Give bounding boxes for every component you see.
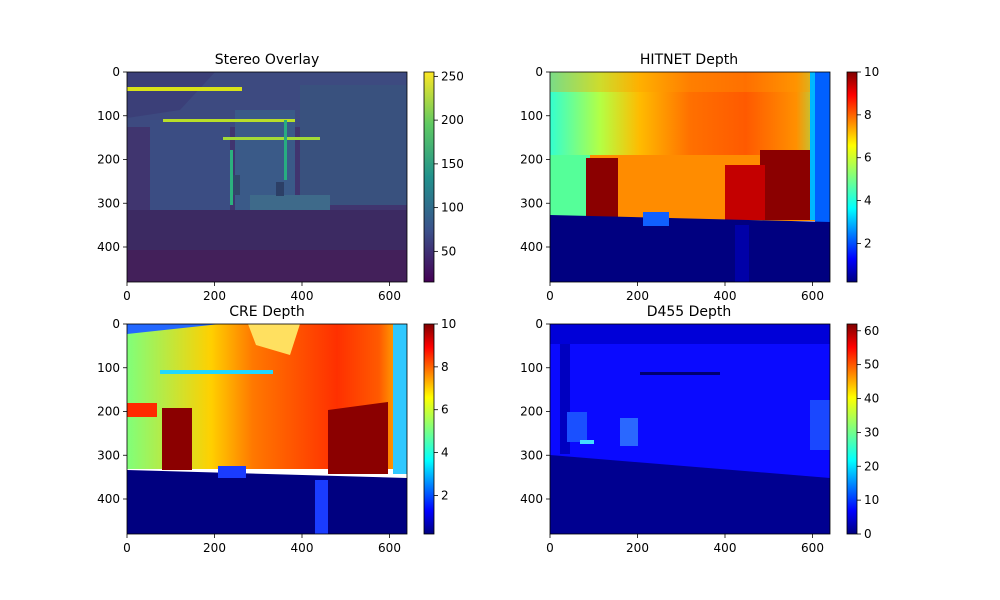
stereo-overlay-colorbar-ticks: 50 100 150 200 250 <box>434 69 464 258</box>
x-tick-label: 600 <box>378 289 401 303</box>
colorbar-tick-label: 2 <box>864 236 872 250</box>
hitnet-depth-panel: HITNET Depth 0 200 400 600 0 100 200 300 400 2 4… <box>520 52 879 303</box>
x-tick-label: 200 <box>203 541 226 555</box>
d455-depth-y-ticks: 0 100 200 300 400 <box>520 317 550 506</box>
y-tick-label: 300 <box>520 196 543 210</box>
y-tick-label: 300 <box>520 448 543 462</box>
stereo-overlay-y-ticks: 0 100 200 300 400 <box>97 65 127 254</box>
cre-depth-title: CRE Depth <box>229 304 304 320</box>
hitnet-depth-colorbar-ticks: 2 4 6 8 10 <box>857 65 879 250</box>
x-tick-label: 400 <box>291 541 314 555</box>
stereo-overlay-x-ticks: 0 200 400 600 <box>123 282 401 303</box>
colorbar-tick-label: 4 <box>441 446 449 460</box>
colorbar-tick-label: 50 <box>441 244 456 258</box>
x-tick-label: 200 <box>626 541 649 555</box>
cre-depth-colorbar-ticks: 2 4 6 8 10 <box>434 317 456 502</box>
y-tick-label: 200 <box>97 153 120 167</box>
colorbar-tick-label: 0 <box>864 527 872 541</box>
y-tick-label: 400 <box>520 240 543 254</box>
y-tick-label: 200 <box>520 153 543 167</box>
x-tick-label: 200 <box>203 289 226 303</box>
hitnet-depth-x-ticks: 0 200 400 600 <box>546 282 824 303</box>
d455-depth-colorbar: 0 10 20 30 40 50 60 <box>846 323 879 541</box>
cre-depth-panel: CRE Depth 0 200 400 600 0 100 200 300 400 2 4 6 8 1… <box>97 304 456 555</box>
y-tick-label: 400 <box>97 492 120 506</box>
y-tick-label: 100 <box>520 109 543 123</box>
hitnet-depth-colorbar: 2 4 6 8 10 <box>846 65 879 283</box>
x-tick-label: 0 <box>546 541 554 555</box>
x-tick-label: 600 <box>801 289 824 303</box>
colorbar-tick-label: 250 <box>441 69 464 83</box>
y-tick-label: 100 <box>97 361 120 375</box>
stereo-overlay-panel: Stereo Overlay 0 200 400 600 0100200300400 … <box>97 52 464 303</box>
y-tick-label: 200 <box>97 405 120 419</box>
colorbar-tick-label: 8 <box>864 108 872 122</box>
colorbar-tick-label: 10 <box>441 317 456 331</box>
x-tick-label: 600 <box>801 541 824 555</box>
colorbar-tick-label: 2 <box>441 488 449 502</box>
colorbar-tick-label: 60 <box>864 324 879 338</box>
y-tick-label: 0 <box>112 65 120 79</box>
colorbar-tick-label: 4 <box>864 194 872 208</box>
colorbar-tick-label: 10 <box>864 493 879 507</box>
stereo-overlay-title: Stereo Overlay <box>215 52 320 68</box>
x-tick-label: 0 <box>123 541 131 555</box>
colorbar-tick-label: 8 <box>441 360 449 374</box>
x-tick-label: 0 <box>123 289 131 303</box>
d455-depth-image <box>549 323 831 535</box>
colorbar-tick-label: 40 <box>864 392 879 406</box>
x-tick-label: 400 <box>291 289 314 303</box>
d455-depth-colorbar-ticks: 0 10 20 30 40 50 60 <box>857 324 879 541</box>
colorbar-tick-label: 10 <box>864 65 879 79</box>
y-tick-label: 300 <box>97 196 120 210</box>
cre-depth-x-ticks: 0 200 400 600 <box>123 534 401 555</box>
colorbar-tick-label: 50 <box>864 358 879 372</box>
cre-depth-colorbar: 2 4 6 8 10 <box>423 317 456 535</box>
colorbar-tick-label: 6 <box>441 403 449 417</box>
x-tick-label: 400 <box>714 541 737 555</box>
y-tick-label: 200 <box>520 405 543 419</box>
colorbar-tick-label: 200 <box>441 113 464 127</box>
d455-depth-title: D455 Depth <box>647 304 732 320</box>
colorbar-tick-label: 20 <box>864 459 879 473</box>
y-tick-label: 400 <box>520 492 543 506</box>
cre-depth-y-ticks: 0 100 200 300 400 <box>97 317 127 506</box>
x-tick-label: 600 <box>378 541 401 555</box>
colorbar-tick-label: 100 <box>441 201 464 215</box>
colorbar-tick-label: 150 <box>441 157 464 171</box>
y-tick-label: 0 <box>112 317 120 331</box>
colorbar-tick-label: 30 <box>864 425 879 439</box>
y-tick-label: 100 <box>97 109 120 123</box>
hitnet-depth-y-ticks: 0 100 200 300 400 <box>520 65 550 254</box>
x-tick-label: 0 <box>546 289 554 303</box>
hitnet-depth-image <box>549 71 831 283</box>
stereo-overlay-colorbar: 50 100 150 200 250 <box>423 69 464 283</box>
cre-depth-image <box>126 323 408 535</box>
y-tick-label: 300 <box>97 448 120 462</box>
hitnet-depth-title: HITNET Depth <box>640 52 738 68</box>
d455-depth-x-ticks: 0 200 400 600 <box>546 534 824 555</box>
colorbar-tick-label: 6 <box>864 151 872 165</box>
y-tick-label: 400 <box>97 240 120 254</box>
x-tick-label: 400 <box>714 289 737 303</box>
d455-depth-panel: D455 Depth 0 200 400 600 0 100 200 300 400 0 10 2… <box>520 304 879 555</box>
y-tick-label: 100 <box>520 361 543 375</box>
y-tick-label: 0 <box>535 317 543 331</box>
stereo-overlay-image <box>126 71 408 283</box>
y-tick-label: 0 <box>535 65 543 79</box>
x-tick-label: 200 <box>626 289 649 303</box>
